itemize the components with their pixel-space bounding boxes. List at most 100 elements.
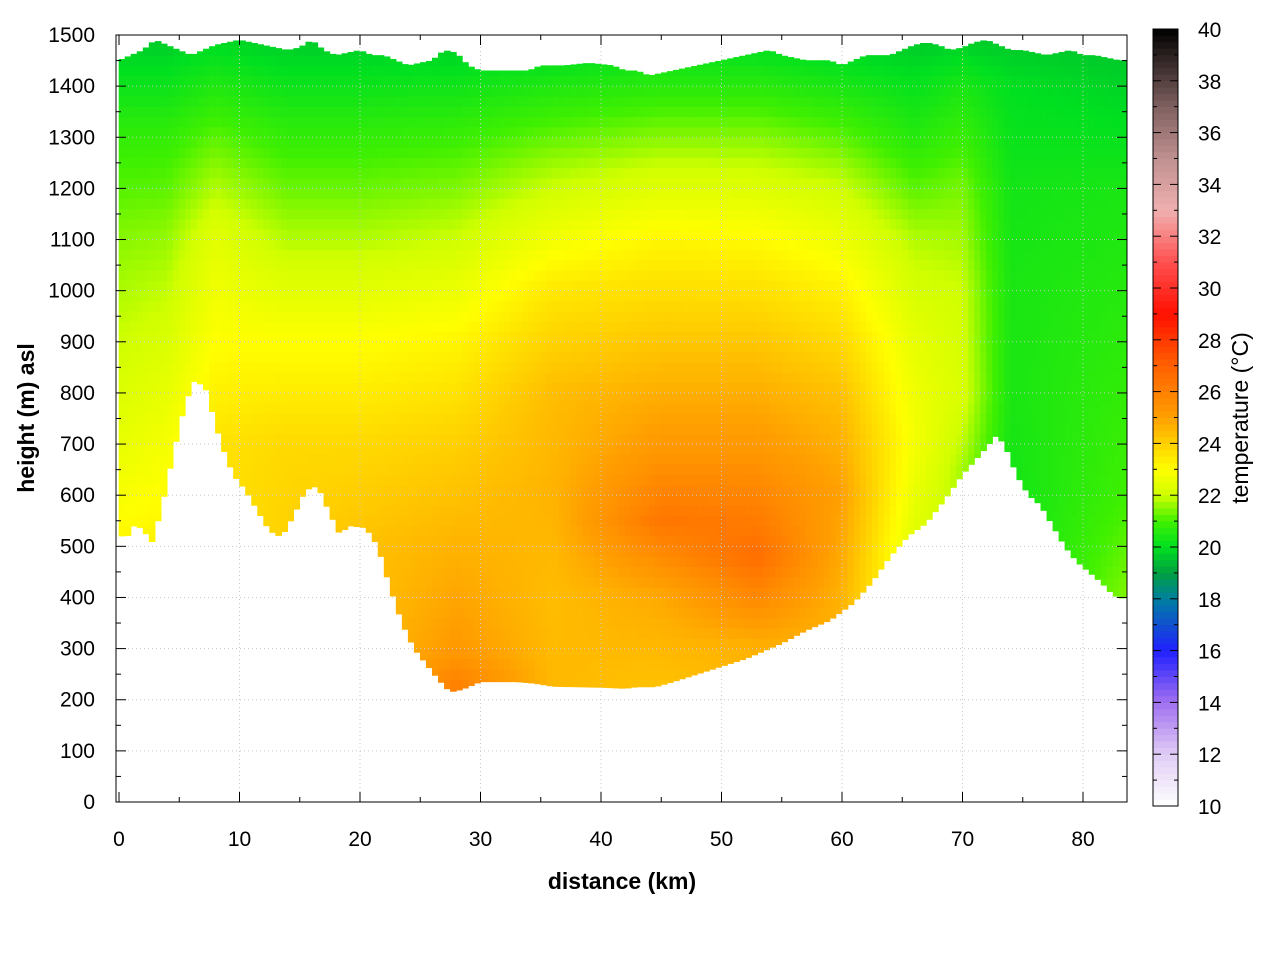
heatmap-cell (624, 300, 632, 312)
heatmap-cell (311, 423, 319, 435)
heatmap-cell (570, 648, 578, 660)
heatmap-cell (480, 586, 487, 598)
heatmap-cell (160, 116, 168, 128)
heatmap-cell (359, 167, 367, 179)
heatmap-cell (504, 627, 511, 639)
heatmap-cell (522, 515, 530, 527)
heatmap-cell (148, 341, 156, 353)
heatmap-cell (666, 402, 674, 414)
heatmap-cell (124, 177, 132, 189)
heatmap-cell (281, 75, 289, 87)
heatmap-cell (299, 474, 307, 486)
heatmap-cell (425, 60, 433, 66)
heatmap-cell (588, 136, 596, 148)
heatmap-cell (221, 443, 228, 453)
heatmap-cell (642, 597, 650, 608)
heatmap-cell (636, 556, 644, 568)
heatmap-cell (564, 658, 572, 670)
heatmap-cell (534, 167, 542, 179)
heatmap-cell (648, 218, 656, 230)
heatmap-cell (594, 586, 602, 598)
heatmap-cell (293, 402, 301, 414)
heatmap-cell (492, 423, 499, 435)
heatmap-cell (468, 494, 475, 506)
heatmap-cell (540, 198, 548, 210)
heatmap-cell (576, 351, 584, 363)
heatmap-cell (130, 372, 138, 384)
heatmap-cell (166, 96, 174, 107)
heatmap-cell (281, 331, 289, 343)
heatmap-cell (564, 413, 572, 424)
heatmap-cell (227, 392, 234, 404)
heatmap-cell (570, 310, 578, 322)
heatmap-cell (636, 208, 644, 220)
heatmap-cell (679, 177, 686, 189)
heatmap-cell (347, 321, 355, 332)
heatmap-cell (257, 484, 264, 496)
heatmap-cell (359, 505, 367, 516)
heatmap-cell (233, 44, 240, 56)
heatmap-cell (209, 321, 216, 332)
heatmap-cell (624, 515, 632, 527)
heatmap-cell (498, 280, 505, 291)
heatmap-cell (492, 116, 499, 128)
heatmap-cell (612, 85, 620, 97)
heatmap-cell (257, 75, 264, 87)
heatmap-cell (528, 627, 536, 639)
heatmap-cell (552, 638, 560, 649)
heatmap-cell (558, 494, 566, 506)
heatmap-cell (293, 494, 301, 506)
heatmap-cell (299, 280, 307, 291)
heatmap-cell (401, 515, 409, 527)
heatmap-cell (215, 290, 222, 302)
heatmap-cell (642, 351, 650, 363)
heatmap-cell (148, 65, 156, 77)
heatmap-cell (630, 464, 638, 476)
heatmap-cell (197, 300, 204, 312)
heatmap-cell (624, 648, 632, 660)
heatmap-cell (353, 505, 361, 516)
heatmap-cell (654, 310, 662, 322)
heatmap-cell (377, 147, 385, 159)
heatmap-cell (299, 45, 307, 56)
heatmap-cell (365, 269, 373, 281)
heatmap-cell (371, 321, 379, 332)
heatmap-cell (209, 46, 216, 56)
heatmap-cell (275, 65, 282, 77)
heatmap-cell (504, 106, 511, 118)
heatmap-cell (335, 402, 343, 414)
heatmap-cell (401, 75, 409, 87)
heatmap-cell (377, 525, 385, 537)
heatmap-cell (456, 546, 463, 557)
heatmap-cell (480, 648, 487, 660)
heatmap-cell (233, 157, 240, 169)
heatmap-cell (365, 443, 373, 455)
heatmap-cell (642, 668, 650, 680)
heatmap-cell (474, 535, 481, 547)
heatmap-cell (673, 341, 680, 353)
heatmap-cell (419, 136, 427, 148)
heatmap-cell (335, 229, 343, 240)
heatmap-cell (673, 402, 680, 414)
heatmap-cell (407, 136, 415, 148)
heatmap-cell (576, 546, 584, 557)
heatmap-cell (124, 75, 132, 87)
heatmap-cell (630, 147, 638, 159)
heatmap-cell (438, 52, 445, 56)
heatmap-cell (588, 494, 596, 506)
heatmap-cell (570, 668, 578, 680)
heatmap-cell (618, 566, 626, 578)
heatmap-cell (654, 341, 662, 353)
heatmap-cell (630, 556, 638, 568)
heatmap-cell (251, 75, 258, 87)
heatmap-cell (504, 515, 511, 527)
heatmap-cell (166, 167, 174, 179)
heatmap-cell (552, 453, 560, 465)
heatmap-cell (486, 208, 493, 220)
heatmap-cell (269, 443, 276, 455)
heatmap-cell (600, 249, 608, 261)
heatmap-cell (660, 556, 668, 568)
heatmap-cell (136, 361, 144, 373)
heatmap-cell (534, 147, 542, 159)
heatmap-cell (221, 136, 228, 148)
